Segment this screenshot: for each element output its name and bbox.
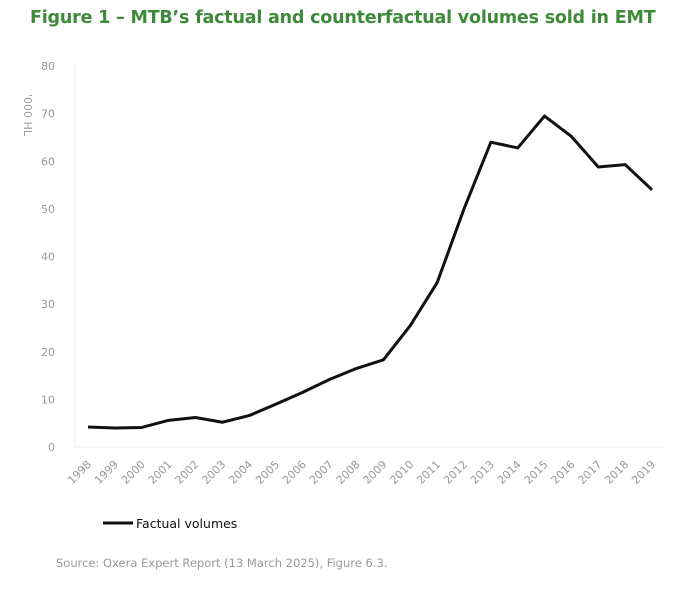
y-tick-label: 80 bbox=[41, 60, 55, 73]
x-tick-label: 2018 bbox=[602, 458, 631, 487]
x-tick-label: 2001 bbox=[146, 458, 175, 487]
chart-title: Figure 1 – MTB’s factual and counterfact… bbox=[30, 8, 656, 28]
x-tick-label: 2006 bbox=[280, 458, 309, 487]
y-tick-label: 20 bbox=[41, 346, 55, 359]
source-note: Source: Oxera Expert Report (13 March 20… bbox=[56, 556, 388, 570]
x-tick-label: 1998 bbox=[65, 458, 94, 487]
x-tick-label: 2016 bbox=[549, 458, 578, 487]
x-tick-label: 2002 bbox=[173, 458, 202, 487]
y-axis-label: '000 HL bbox=[21, 94, 34, 137]
x-tick-label: 2014 bbox=[495, 458, 524, 487]
y-tick-label: 30 bbox=[41, 298, 55, 311]
y-tick-label: 50 bbox=[41, 203, 55, 216]
y-tick-label: 0 bbox=[48, 441, 55, 454]
y-tick-label: 70 bbox=[41, 108, 55, 121]
x-tick-label: 2017 bbox=[575, 458, 604, 487]
y-tick-label: 40 bbox=[41, 251, 55, 264]
x-tick-label: 2013 bbox=[468, 458, 497, 487]
x-tick-label: 2000 bbox=[119, 458, 148, 487]
x-tick-label: 2011 bbox=[414, 458, 443, 487]
x-tick-label: 2010 bbox=[387, 458, 416, 487]
x-tick-label: 2005 bbox=[253, 458, 282, 487]
x-tick-label: 2012 bbox=[441, 458, 470, 487]
y-tick-label: 60 bbox=[41, 155, 55, 168]
y-tick-label: 10 bbox=[41, 393, 55, 406]
x-tick-label: 2007 bbox=[307, 458, 336, 487]
x-tick-label: 2019 bbox=[629, 458, 658, 487]
x-tick-label: 2008 bbox=[334, 458, 363, 487]
legend-label: Factual volumes bbox=[136, 516, 237, 531]
x-tick-label: 1999 bbox=[92, 458, 121, 487]
series-line-factual bbox=[87, 114, 654, 430]
x-tick-label: 2004 bbox=[226, 458, 255, 487]
x-tick-label: 2003 bbox=[199, 458, 228, 487]
x-tick-label: 2015 bbox=[522, 458, 551, 487]
x-tick-label: 2009 bbox=[361, 458, 390, 487]
